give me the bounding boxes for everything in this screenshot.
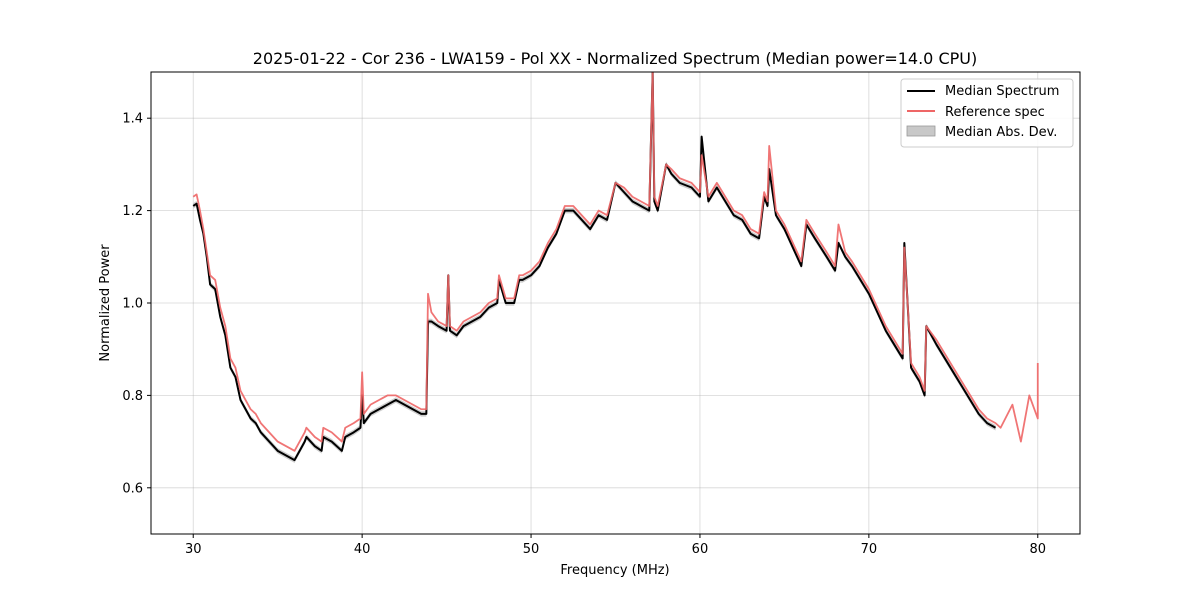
- mad-band: [193, 72, 996, 463]
- series-layer: [192, 72, 1039, 462]
- tick-layer: 30 40 50 60 70 80 0.6 0.8 1.0 1.2 1.4: [122, 112, 1046, 557]
- legend: Median Spectrum Reference spec Median Ab…: [900, 78, 1074, 148]
- x-tick-label: 60: [692, 542, 709, 557]
- mad-band-layer: [193, 72, 996, 463]
- x-axis-label: Frequency (MHz): [560, 563, 669, 578]
- legend-median-label: Median Spectrum: [945, 84, 1059, 99]
- x-tick-label: 80: [1029, 542, 1046, 557]
- legend-reference-label: Reference spec: [945, 105, 1045, 120]
- chart-title: 2025-01-22 - Cor 236 - LWA159 - Pol XX -…: [253, 49, 977, 68]
- x-tick-label: 30: [185, 542, 202, 557]
- y-tick-label: 0.8: [122, 389, 143, 404]
- x-tick-label: 70: [861, 542, 878, 557]
- x-tick-label: 50: [523, 542, 540, 557]
- legend-mad-swatch: [906, 125, 936, 137]
- y-tick-label: 0.6: [122, 481, 143, 496]
- y-tick-label: 1.0: [122, 297, 143, 312]
- grid-layer: [151, 72, 1080, 534]
- reference-spec-line: [192, 72, 1039, 452]
- median-spectrum-line: [192, 72, 997, 462]
- legend-box: [900, 78, 1074, 148]
- y-axis-label: Normalized Power: [98, 244, 113, 362]
- y-tick-label: 1.4: [122, 112, 143, 127]
- legend-mad-label: Median Abs. Dev.: [945, 125, 1057, 140]
- y-tick-label: 1.2: [122, 204, 143, 219]
- x-tick-label: 40: [354, 542, 371, 557]
